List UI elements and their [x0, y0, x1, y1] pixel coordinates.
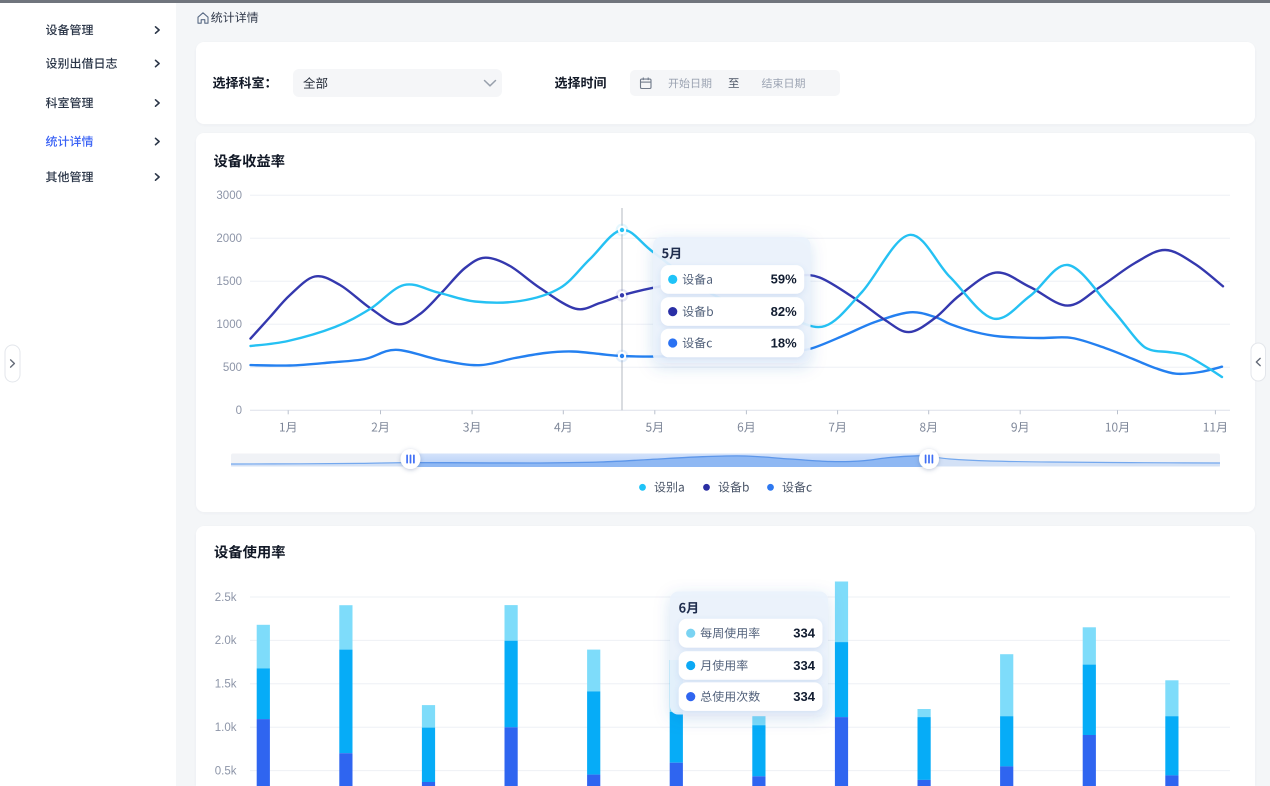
svg-text:0: 0 [236, 405, 242, 417]
svg-text:59%: 59% [771, 272, 797, 287]
svg-text:334: 334 [793, 689, 815, 704]
svg-text:18%: 18% [771, 335, 797, 350]
svg-text:3000: 3000 [216, 190, 242, 202]
svg-text:2.0k: 2.0k [215, 635, 237, 647]
svg-text:1.5k: 1.5k [215, 679, 237, 691]
svg-text:334: 334 [793, 658, 815, 673]
svg-text:1000: 1000 [216, 319, 242, 331]
svg-text:82%: 82% [771, 304, 797, 319]
svg-text:2.5k: 2.5k [215, 592, 237, 604]
svg-text:1.0k: 1.0k [215, 722, 237, 734]
svg-text:1500: 1500 [216, 276, 242, 288]
svg-text:2000: 2000 [216, 233, 242, 245]
svg-text:334: 334 [793, 626, 815, 641]
svg-text:500: 500 [223, 362, 242, 374]
svg-text:0.5k: 0.5k [215, 765, 237, 777]
